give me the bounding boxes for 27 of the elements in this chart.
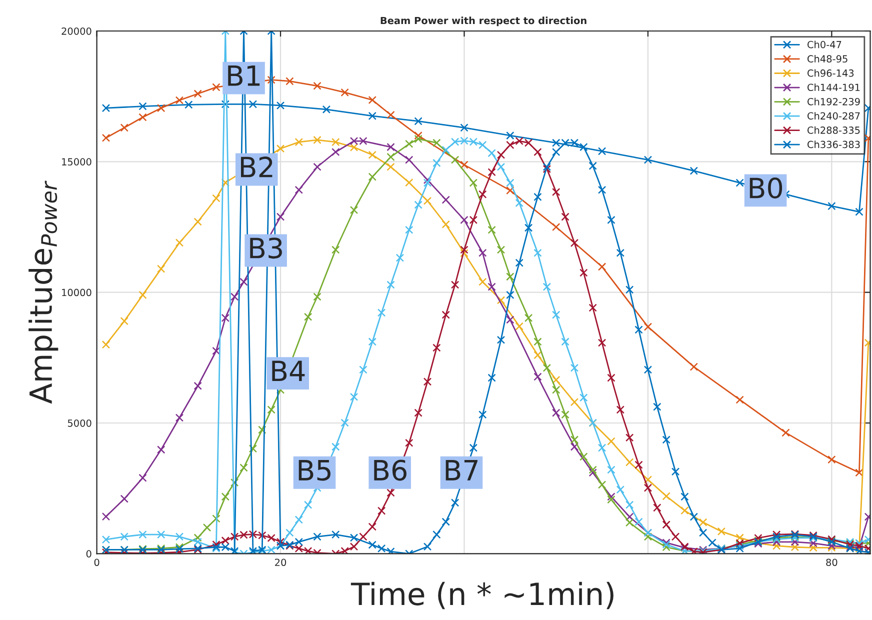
legend-label: Ch288-335 <box>808 126 860 134</box>
annotation: B1 <box>228 65 260 86</box>
x-axis-title: Time (n * ~1min) <box>350 582 614 610</box>
y-tick-label: 5000 <box>68 419 92 427</box>
x-tick-label: 0 <box>94 558 100 566</box>
annotation: B2 <box>240 156 272 178</box>
x-tick-label: 20 <box>275 558 286 566</box>
legend-label: Ch144-191 <box>808 84 860 92</box>
legend-label: Ch192-239 <box>808 98 860 106</box>
y-axis-title: Amplitude$_{Power}$ <box>28 180 58 404</box>
annotation: B7 <box>446 460 478 480</box>
legend-label: Ch0-47 <box>808 40 842 48</box>
y-tick-label: 0 <box>86 550 92 558</box>
legend-label: Ch96-143 <box>808 69 854 77</box>
chart-title: Beam Power with respect to direction <box>380 16 586 26</box>
annotation: B3 <box>250 238 282 259</box>
legend-label: Ch48-95 <box>808 54 848 63</box>
annotation: B4 <box>272 360 305 382</box>
y-tick-label: 15000 <box>62 158 92 166</box>
x-tick-label: 80 <box>826 558 838 566</box>
legend-label: Ch336-383 <box>808 140 860 148</box>
y-tick-label: 20000 <box>62 27 92 35</box>
legend-label: Ch240-287 <box>808 112 860 120</box>
y-tick-label: 10000 <box>62 288 92 296</box>
annotation: B6 <box>374 460 406 481</box>
annotation: B5 <box>298 460 330 481</box>
annotation: B0 <box>750 177 782 198</box>
